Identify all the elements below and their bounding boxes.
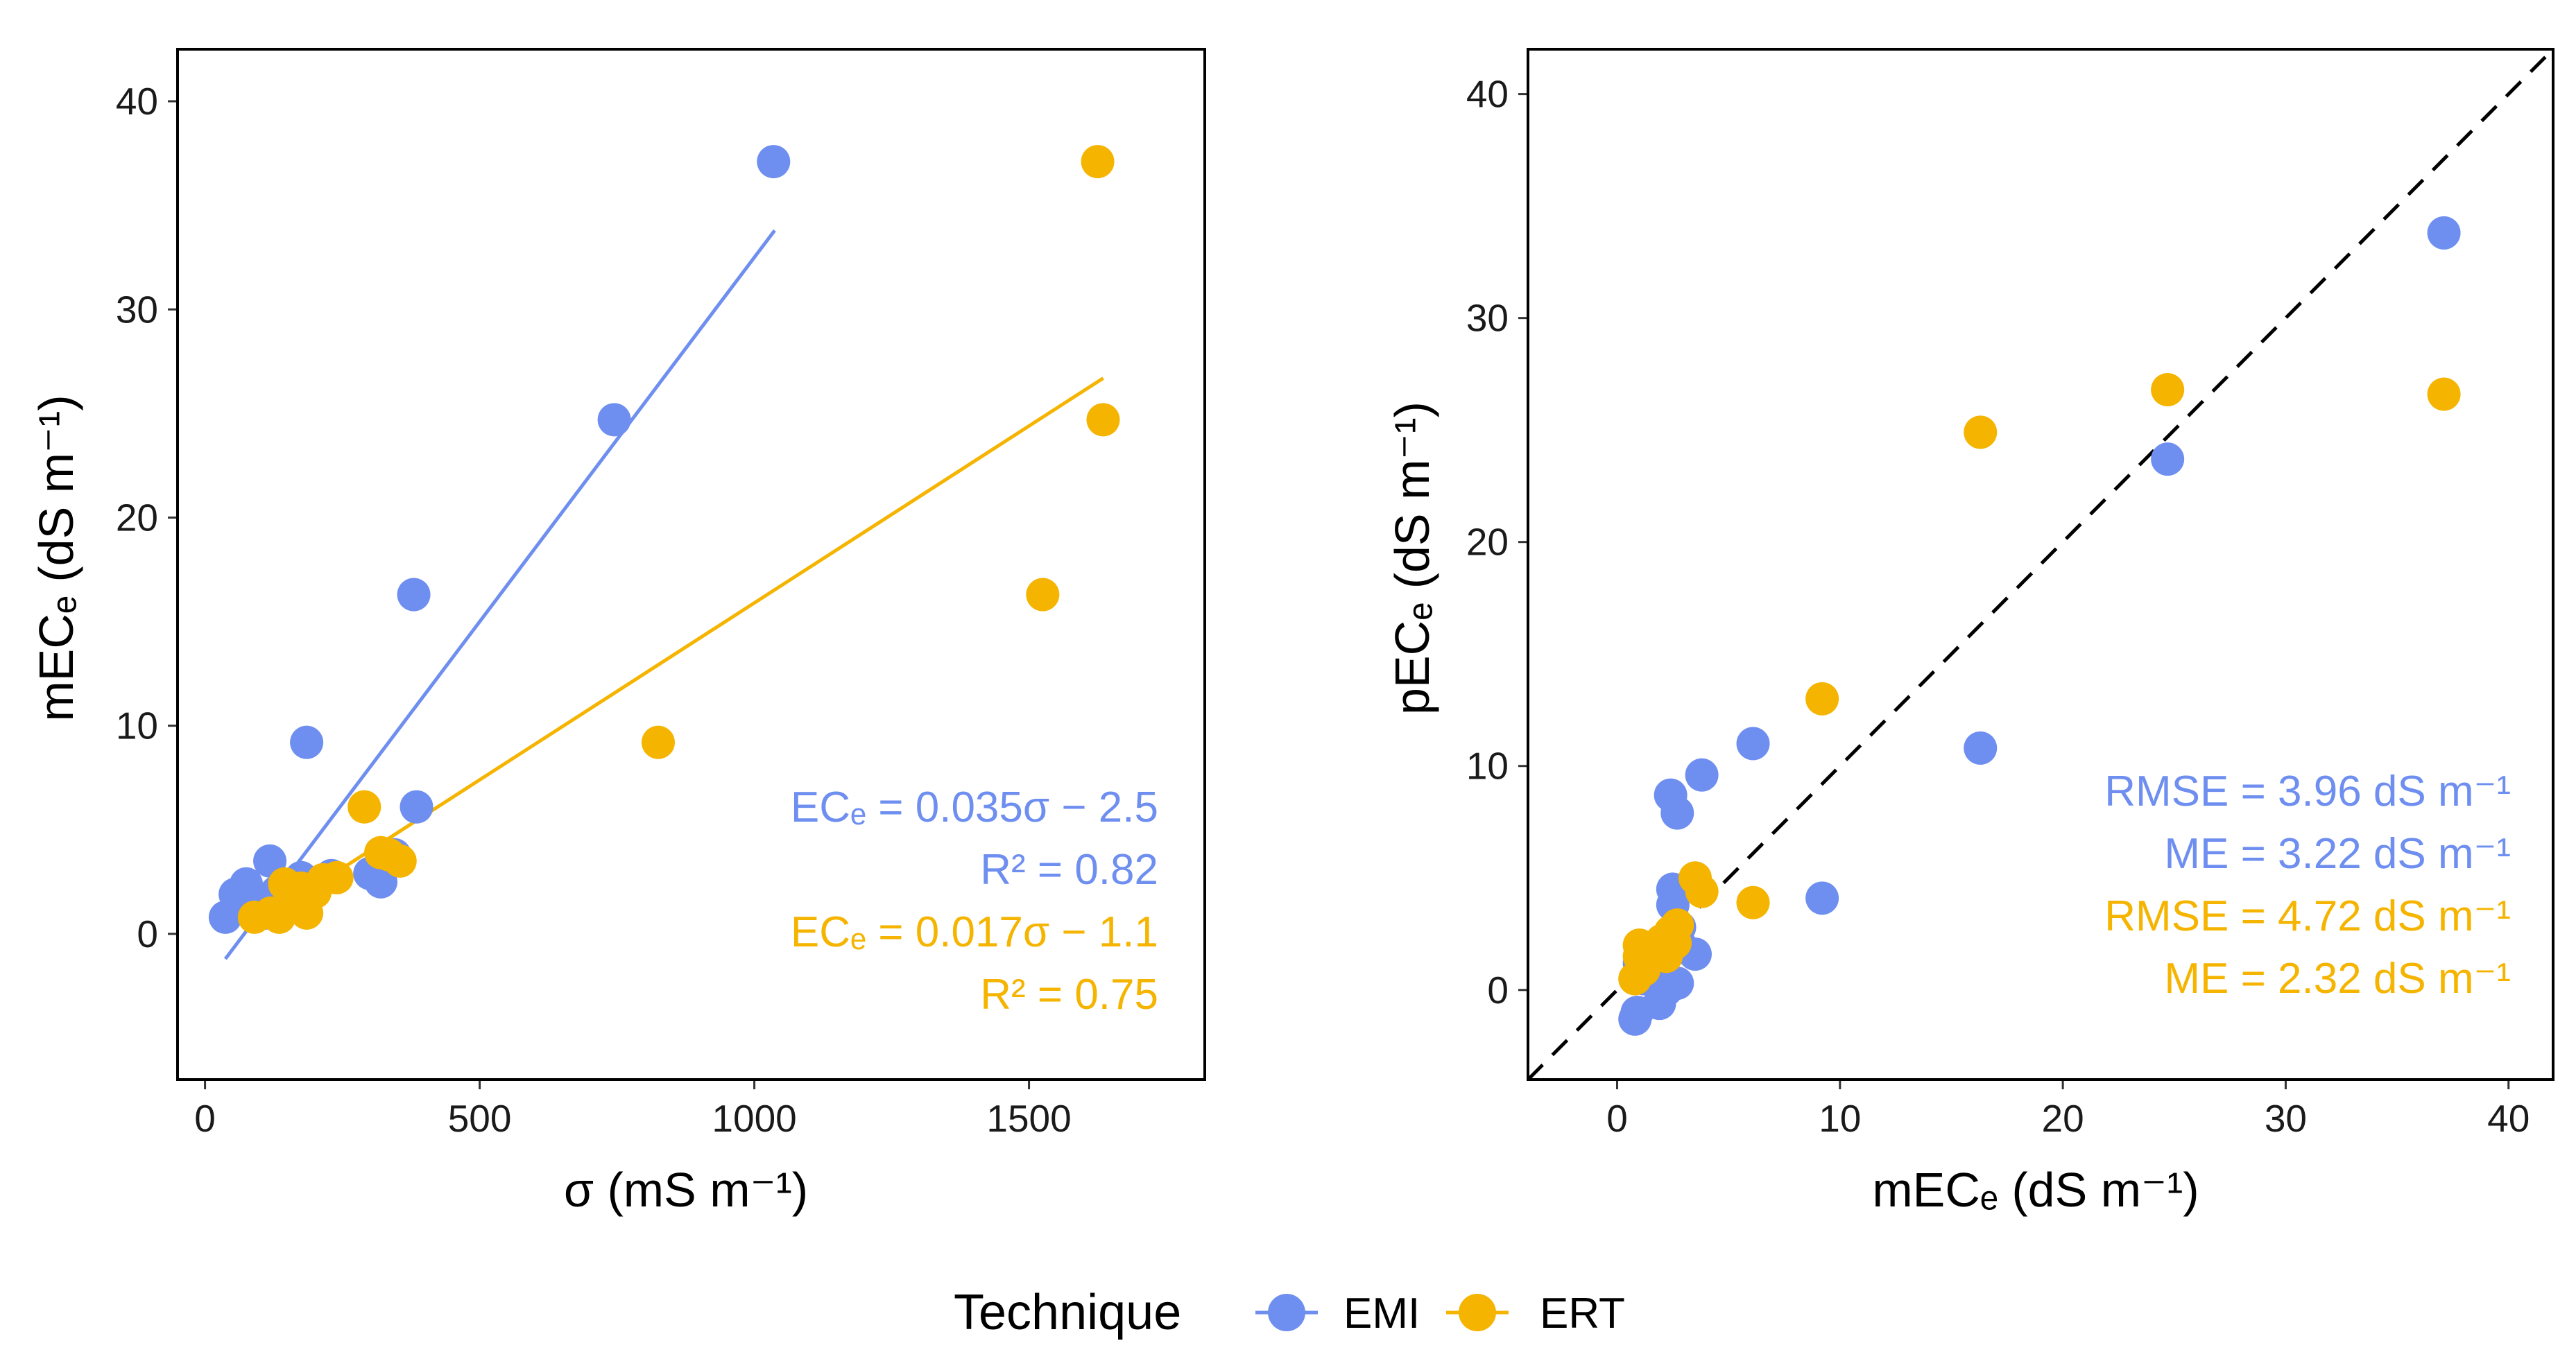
right-x-tick-label: 0 xyxy=(1606,1097,1628,1140)
right-y-tick-label: 20 xyxy=(1466,521,1509,564)
right-point-emi xyxy=(2151,442,2185,476)
right-point-emi xyxy=(2427,216,2461,250)
right-point-ert xyxy=(1805,682,1839,716)
legend-label-emi: EMI xyxy=(1343,1290,1420,1338)
right-panel-frame xyxy=(1527,48,2554,1081)
left-point-emi xyxy=(290,725,324,759)
left-x-tick-label: 1500 xyxy=(986,1097,1071,1140)
left-y-tick-label: 10 xyxy=(116,704,158,747)
right-point-ert xyxy=(1736,885,1770,919)
right-y-tick-label: 30 xyxy=(1466,297,1509,340)
left-annotation-ert-equation: ECₑ = 0.017σ − 1.1 xyxy=(791,908,1158,956)
left-y-tick-label: 40 xyxy=(116,80,158,123)
right-point-emi xyxy=(1805,881,1839,915)
left-y-axis-title: mECₑ (dS m⁻¹) xyxy=(29,395,83,721)
left-panel-frame xyxy=(176,48,1206,1081)
right-point-emi xyxy=(1660,796,1694,830)
right-point-ert xyxy=(1660,908,1694,942)
left-fit-line-ert xyxy=(250,376,1104,928)
left-x-tick-label: 0 xyxy=(194,1097,216,1140)
legend: Technique EMI ERT xyxy=(954,1285,1625,1340)
left-annotation-emi-r2: R² = 0.82 xyxy=(980,846,1158,894)
right-x-axis-title: mECₑ (dS m⁻¹) xyxy=(1872,1163,2199,1217)
left-y-tick-label: 20 xyxy=(116,496,158,539)
left-point-ert xyxy=(641,725,675,759)
legend-key-emi-point xyxy=(1268,1294,1305,1331)
legend-label-ert: ERT xyxy=(1540,1290,1625,1338)
left-annotation-ert-r2: R² = 0.75 xyxy=(980,971,1158,1019)
legend-title: Technique xyxy=(954,1285,1181,1340)
left-point-ert xyxy=(1086,403,1120,437)
left-point-ert xyxy=(1026,578,1060,612)
right-point-emi xyxy=(1736,727,1770,761)
right-y-tick-label: 40 xyxy=(1466,73,1509,116)
legend-key-ert-point xyxy=(1459,1294,1496,1331)
left-x-tick-label: 500 xyxy=(448,1097,512,1140)
left-y-tick-label: 0 xyxy=(137,912,158,955)
right-y-axis-title: pECₑ (dS m⁻¹) xyxy=(1385,401,1439,715)
right-x-tick-label: 10 xyxy=(1819,1097,1861,1140)
right-point-ert xyxy=(1964,415,1998,449)
right-y-tick-label: 10 xyxy=(1466,745,1509,788)
left-fit-line-emi xyxy=(223,229,776,960)
left-x-tick-label: 1000 xyxy=(712,1097,796,1140)
left-x-axis-title: σ (mS m⁻¹) xyxy=(564,1163,808,1217)
left-point-ert xyxy=(347,790,381,824)
left-point-ert xyxy=(383,844,417,878)
right-point-emi xyxy=(1964,731,1998,765)
left-point-ert xyxy=(320,860,354,894)
right-point-ert xyxy=(1685,874,1719,908)
right-annotation-emi-rmse: RMSE = 3.96 dS m⁻¹ xyxy=(2104,768,2511,815)
right-x-tick-label: 30 xyxy=(2265,1097,2307,1140)
right-annotation-ert-me: ME = 2.32 dS m⁻¹ xyxy=(2164,955,2511,1003)
right-point-ert xyxy=(2427,377,2461,411)
right-panel: 0 10 20 30 40 0 10 20 30 40 xyxy=(1466,48,2554,1140)
left-annotation-emi-equation: ECₑ = 0.035σ − 2.5 xyxy=(791,784,1158,831)
left-point-emi xyxy=(397,578,431,612)
right-point-ert xyxy=(2151,373,2185,407)
right-x-tick-label: 40 xyxy=(2487,1097,2530,1140)
right-point-emi xyxy=(1660,967,1694,1001)
right-annotation-emi-me: ME = 3.22 dS m⁻¹ xyxy=(2164,830,2511,878)
right-y-tick-label: 0 xyxy=(1487,969,1509,1012)
right-x-tick-label: 20 xyxy=(2042,1097,2084,1140)
left-y-tick-label: 30 xyxy=(116,288,158,331)
left-panel: 0 500 1000 1500 0 10 20 30 40 xyxy=(116,48,1206,1140)
left-point-emi xyxy=(400,790,433,824)
left-point-emi xyxy=(597,403,631,437)
left-point-ert xyxy=(1081,145,1115,179)
left-point-emi xyxy=(757,145,791,179)
right-annotation-ert-rmse: RMSE = 4.72 dS m⁻¹ xyxy=(2104,892,2511,940)
right-point-emi xyxy=(1685,758,1719,792)
